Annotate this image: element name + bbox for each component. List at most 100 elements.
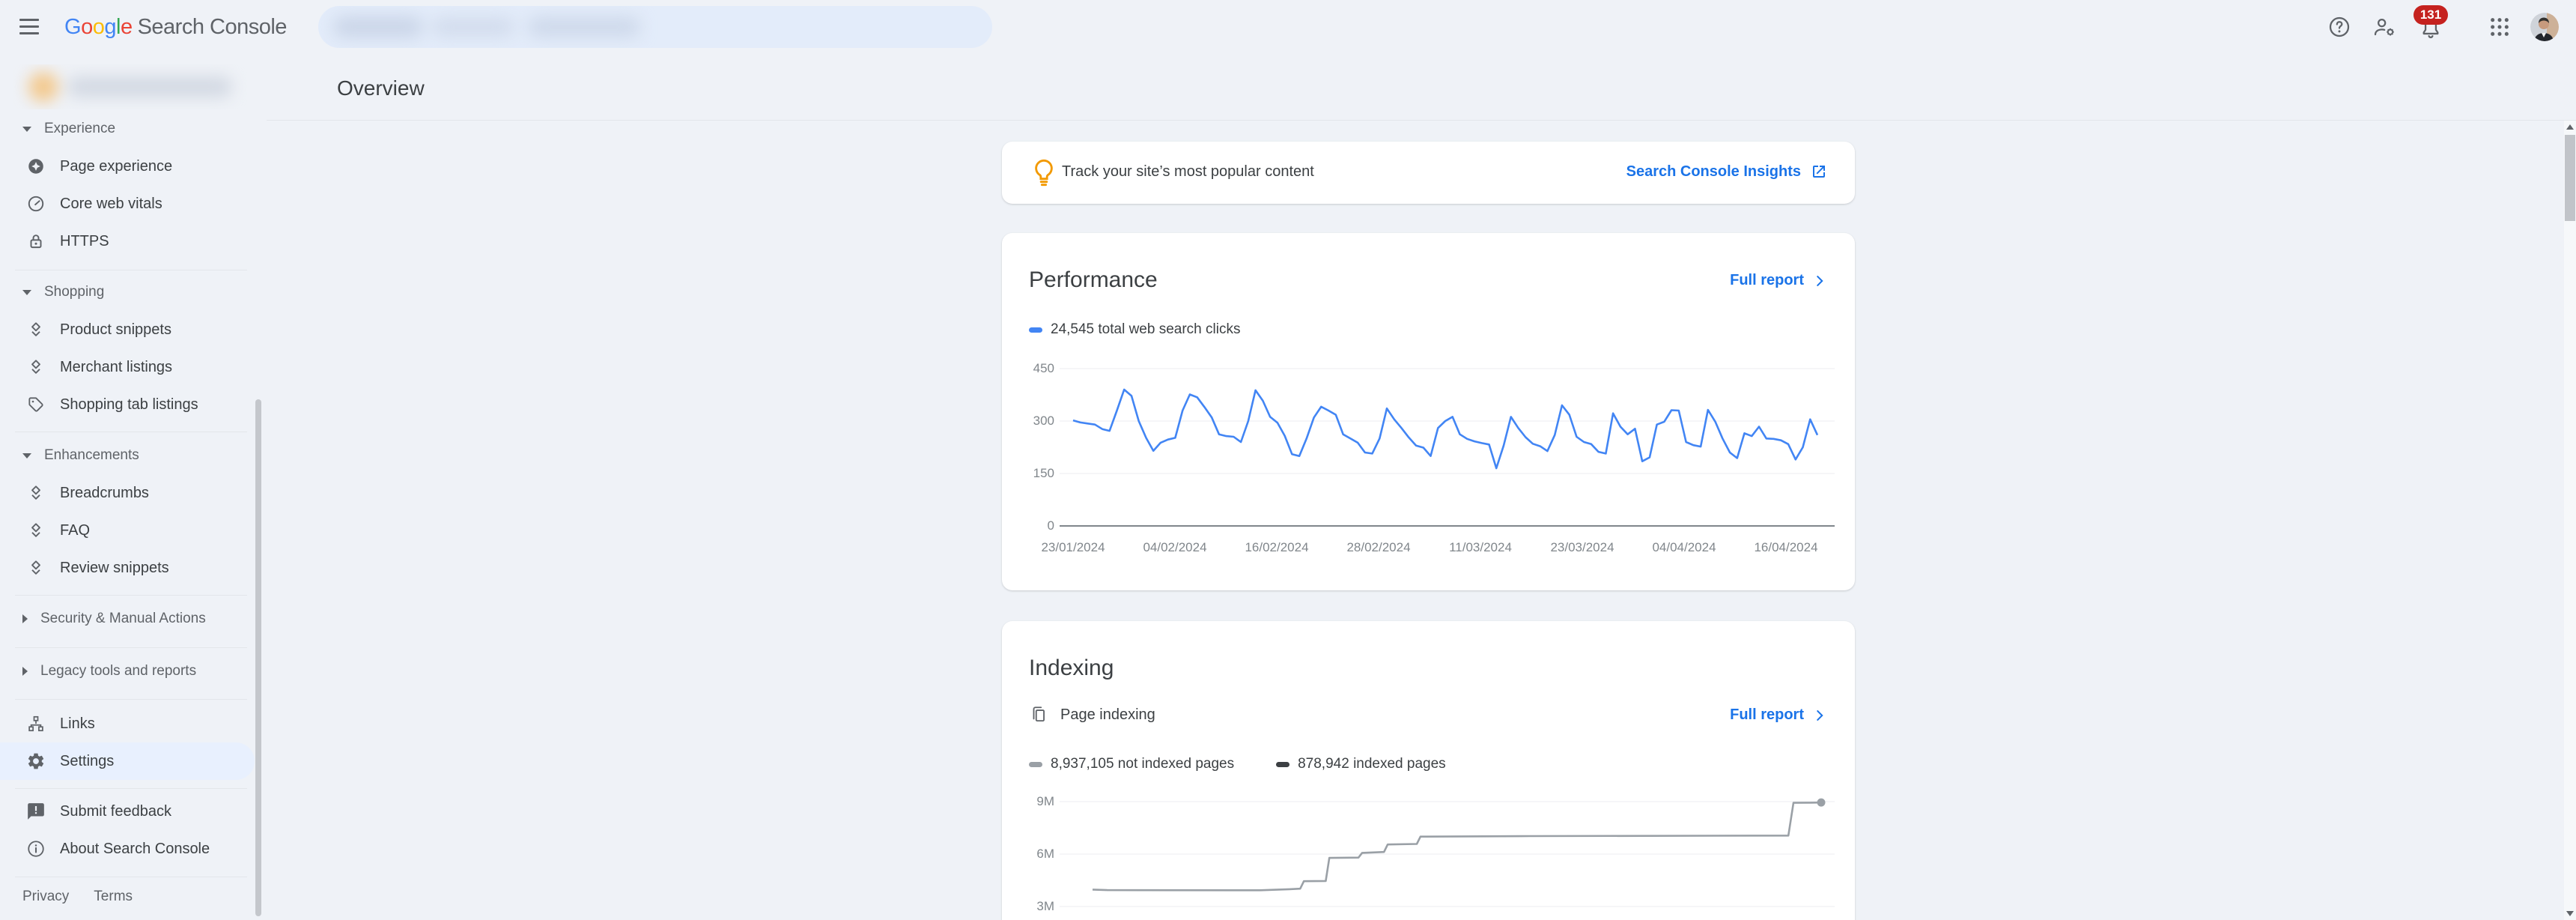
performance-y-axis: 4503001500 xyxy=(1002,360,1054,532)
rich-result-icon xyxy=(26,357,46,377)
lock-icon xyxy=(26,231,46,251)
section-header-security-manual-actions[interactable]: Security & Manual Actions xyxy=(0,602,255,635)
user-settings-button[interactable] xyxy=(2371,15,2398,39)
menu-icon[interactable] xyxy=(19,17,40,37)
blurred-search-text xyxy=(327,10,649,43)
collapse-arrow-icon xyxy=(22,453,31,459)
sidebar-item-submit-feedback[interactable]: Submit feedback xyxy=(0,793,255,830)
section-header-shopping[interactable]: Shopping xyxy=(0,276,255,309)
axis-tick-label: 23/01/2024 xyxy=(1021,540,1126,555)
links-tree-icon xyxy=(26,714,46,733)
axis-tick-label: 300 xyxy=(1002,414,1054,429)
page-indexing-label: Page indexing xyxy=(1060,706,1155,724)
sidebar-item-product-snippets[interactable]: Product snippets xyxy=(0,311,255,348)
sidebar-item-merchant-listings[interactable]: Merchant listings xyxy=(0,348,255,386)
divider xyxy=(15,788,247,789)
url-inspection-search-input[interactable] xyxy=(318,6,992,48)
indexing-y-axis: 9M 6M 3M xyxy=(1002,794,1054,920)
logo-google: Google xyxy=(64,15,133,39)
divider xyxy=(15,647,247,648)
expand-arrow-icon xyxy=(22,667,28,676)
apps-grid-icon xyxy=(2488,15,2512,39)
scroll-down-arrow[interactable] xyxy=(2566,911,2574,916)
gear-icon xyxy=(26,751,46,771)
performance-full-report-link[interactable]: Full report xyxy=(1730,272,1828,289)
sidebar-item-links[interactable]: Links xyxy=(0,705,255,742)
clicks-line-series xyxy=(1073,390,1817,468)
axis-tick-label: 3M xyxy=(1002,899,1054,914)
performance-card: Performance Full report 24,545 total web… xyxy=(1002,233,1855,590)
indexing-chart xyxy=(1060,794,1835,920)
sidebar-item-https[interactable]: HTTPS xyxy=(0,223,255,260)
not-indexed-line-series xyxy=(1093,802,1821,890)
main-scrollbar-thumb[interactable] xyxy=(2565,135,2575,221)
legend-dash xyxy=(1276,762,1289,767)
legend-dash xyxy=(1029,762,1042,767)
sidebar-item-about[interactable]: About Search Console xyxy=(0,830,255,868)
app-logo[interactable]: GoogleSearch Console xyxy=(64,13,287,40)
insights-banner-card: Track your site’s most popular content S… xyxy=(1002,142,1855,204)
sidebar-item-shopping-tab-listings[interactable]: Shopping tab listings xyxy=(0,386,255,423)
series-end-dot xyxy=(1817,799,1826,807)
privacy-link[interactable]: Privacy xyxy=(22,889,69,904)
axis-tick-label: 11/03/2024 xyxy=(1428,540,1533,555)
axis-tick-label: 0 xyxy=(1002,518,1054,533)
rich-result-icon xyxy=(26,558,46,578)
axis-tick-label: 16/02/2024 xyxy=(1224,540,1329,555)
section-header-experience[interactable]: Experience xyxy=(0,112,255,145)
search-console-insights-link[interactable]: Search Console Insights xyxy=(1626,163,1828,181)
gauge-icon xyxy=(26,194,46,214)
help-button[interactable] xyxy=(2327,15,2351,39)
performance-card-title: Performance xyxy=(1029,267,1158,293)
sidebar-item-settings[interactable]: Settings xyxy=(0,742,255,780)
sidebar-item-page-experience[interactable]: Page experience xyxy=(0,148,255,185)
axis-tick-label: 150 xyxy=(1002,466,1054,481)
lightbulb-icon xyxy=(1029,157,1059,190)
rich-result-icon xyxy=(26,320,46,339)
axis-tick-label: 04/04/2024 xyxy=(1632,540,1737,555)
feedback-icon xyxy=(26,802,46,821)
performance-legend: 24,545 total web search clicks xyxy=(1029,321,1240,338)
terms-link[interactable]: Terms xyxy=(94,889,133,904)
account-avatar[interactable] xyxy=(2530,13,2559,41)
rich-result-icon xyxy=(26,521,46,540)
page-indexing-row: Page indexing xyxy=(1029,705,1155,724)
axis-tick-label: 23/03/2024 xyxy=(1530,540,1635,555)
pages-icon xyxy=(1029,705,1048,724)
scroll-up-arrow[interactable] xyxy=(2566,124,2574,130)
blurred-property-name xyxy=(13,64,247,109)
chevron-right-icon xyxy=(1811,707,1828,724)
divider xyxy=(15,699,247,700)
header-divider xyxy=(267,120,2576,121)
axis-tick-label: 6M xyxy=(1002,847,1054,862)
sidebar-item-breadcrumbs[interactable]: Breadcrumbs xyxy=(0,474,255,512)
axis-tick-label: 04/02/2024 xyxy=(1123,540,1227,555)
main-scrollbar xyxy=(2564,121,2576,920)
legend-item-clicks: 24,545 total web search clicks xyxy=(1029,321,1240,338)
rich-result-icon xyxy=(26,483,46,503)
info-icon xyxy=(26,839,46,859)
help-icon xyxy=(2327,15,2351,39)
sidebar-item-faq[interactable]: FAQ xyxy=(0,512,255,549)
sidebar-item-core-web-vitals[interactable]: Core web vitals xyxy=(0,185,255,223)
top-app-bar: GoogleSearch Console xyxy=(0,0,2576,54)
legal-links: Privacy Terms xyxy=(22,889,157,905)
collapse-arrow-icon xyxy=(22,290,31,295)
performance-chart xyxy=(1060,360,1835,532)
indexing-card: Indexing Page indexing Full report 8,937… xyxy=(1002,621,1855,920)
axis-tick-label: 9M xyxy=(1002,794,1054,809)
sidebar-scrollbar-thumb[interactable] xyxy=(255,399,261,916)
property-selector[interactable] xyxy=(13,64,247,109)
section-header-enhancements[interactable]: Enhancements xyxy=(0,439,255,472)
indexing-full-report-link[interactable]: Full report xyxy=(1730,706,1828,724)
indexing-card-title: Indexing xyxy=(1029,656,1114,681)
search-console-app: { "topbar": { "logo_google": "Google", "… xyxy=(0,0,2576,920)
google-apps-button[interactable] xyxy=(2488,15,2512,39)
chevron-right-icon xyxy=(1811,273,1828,289)
sidebar-nav: Experience Page experience Core web vita… xyxy=(0,54,267,920)
sidebar-item-review-snippets[interactable]: Review snippets xyxy=(0,549,255,587)
collapse-arrow-icon xyxy=(22,127,31,132)
external-link-icon xyxy=(1810,163,1828,181)
section-header-legacy-tools[interactable]: Legacy tools and reports xyxy=(0,655,255,688)
axis-tick-label: 16/04/2024 xyxy=(1734,540,1838,555)
